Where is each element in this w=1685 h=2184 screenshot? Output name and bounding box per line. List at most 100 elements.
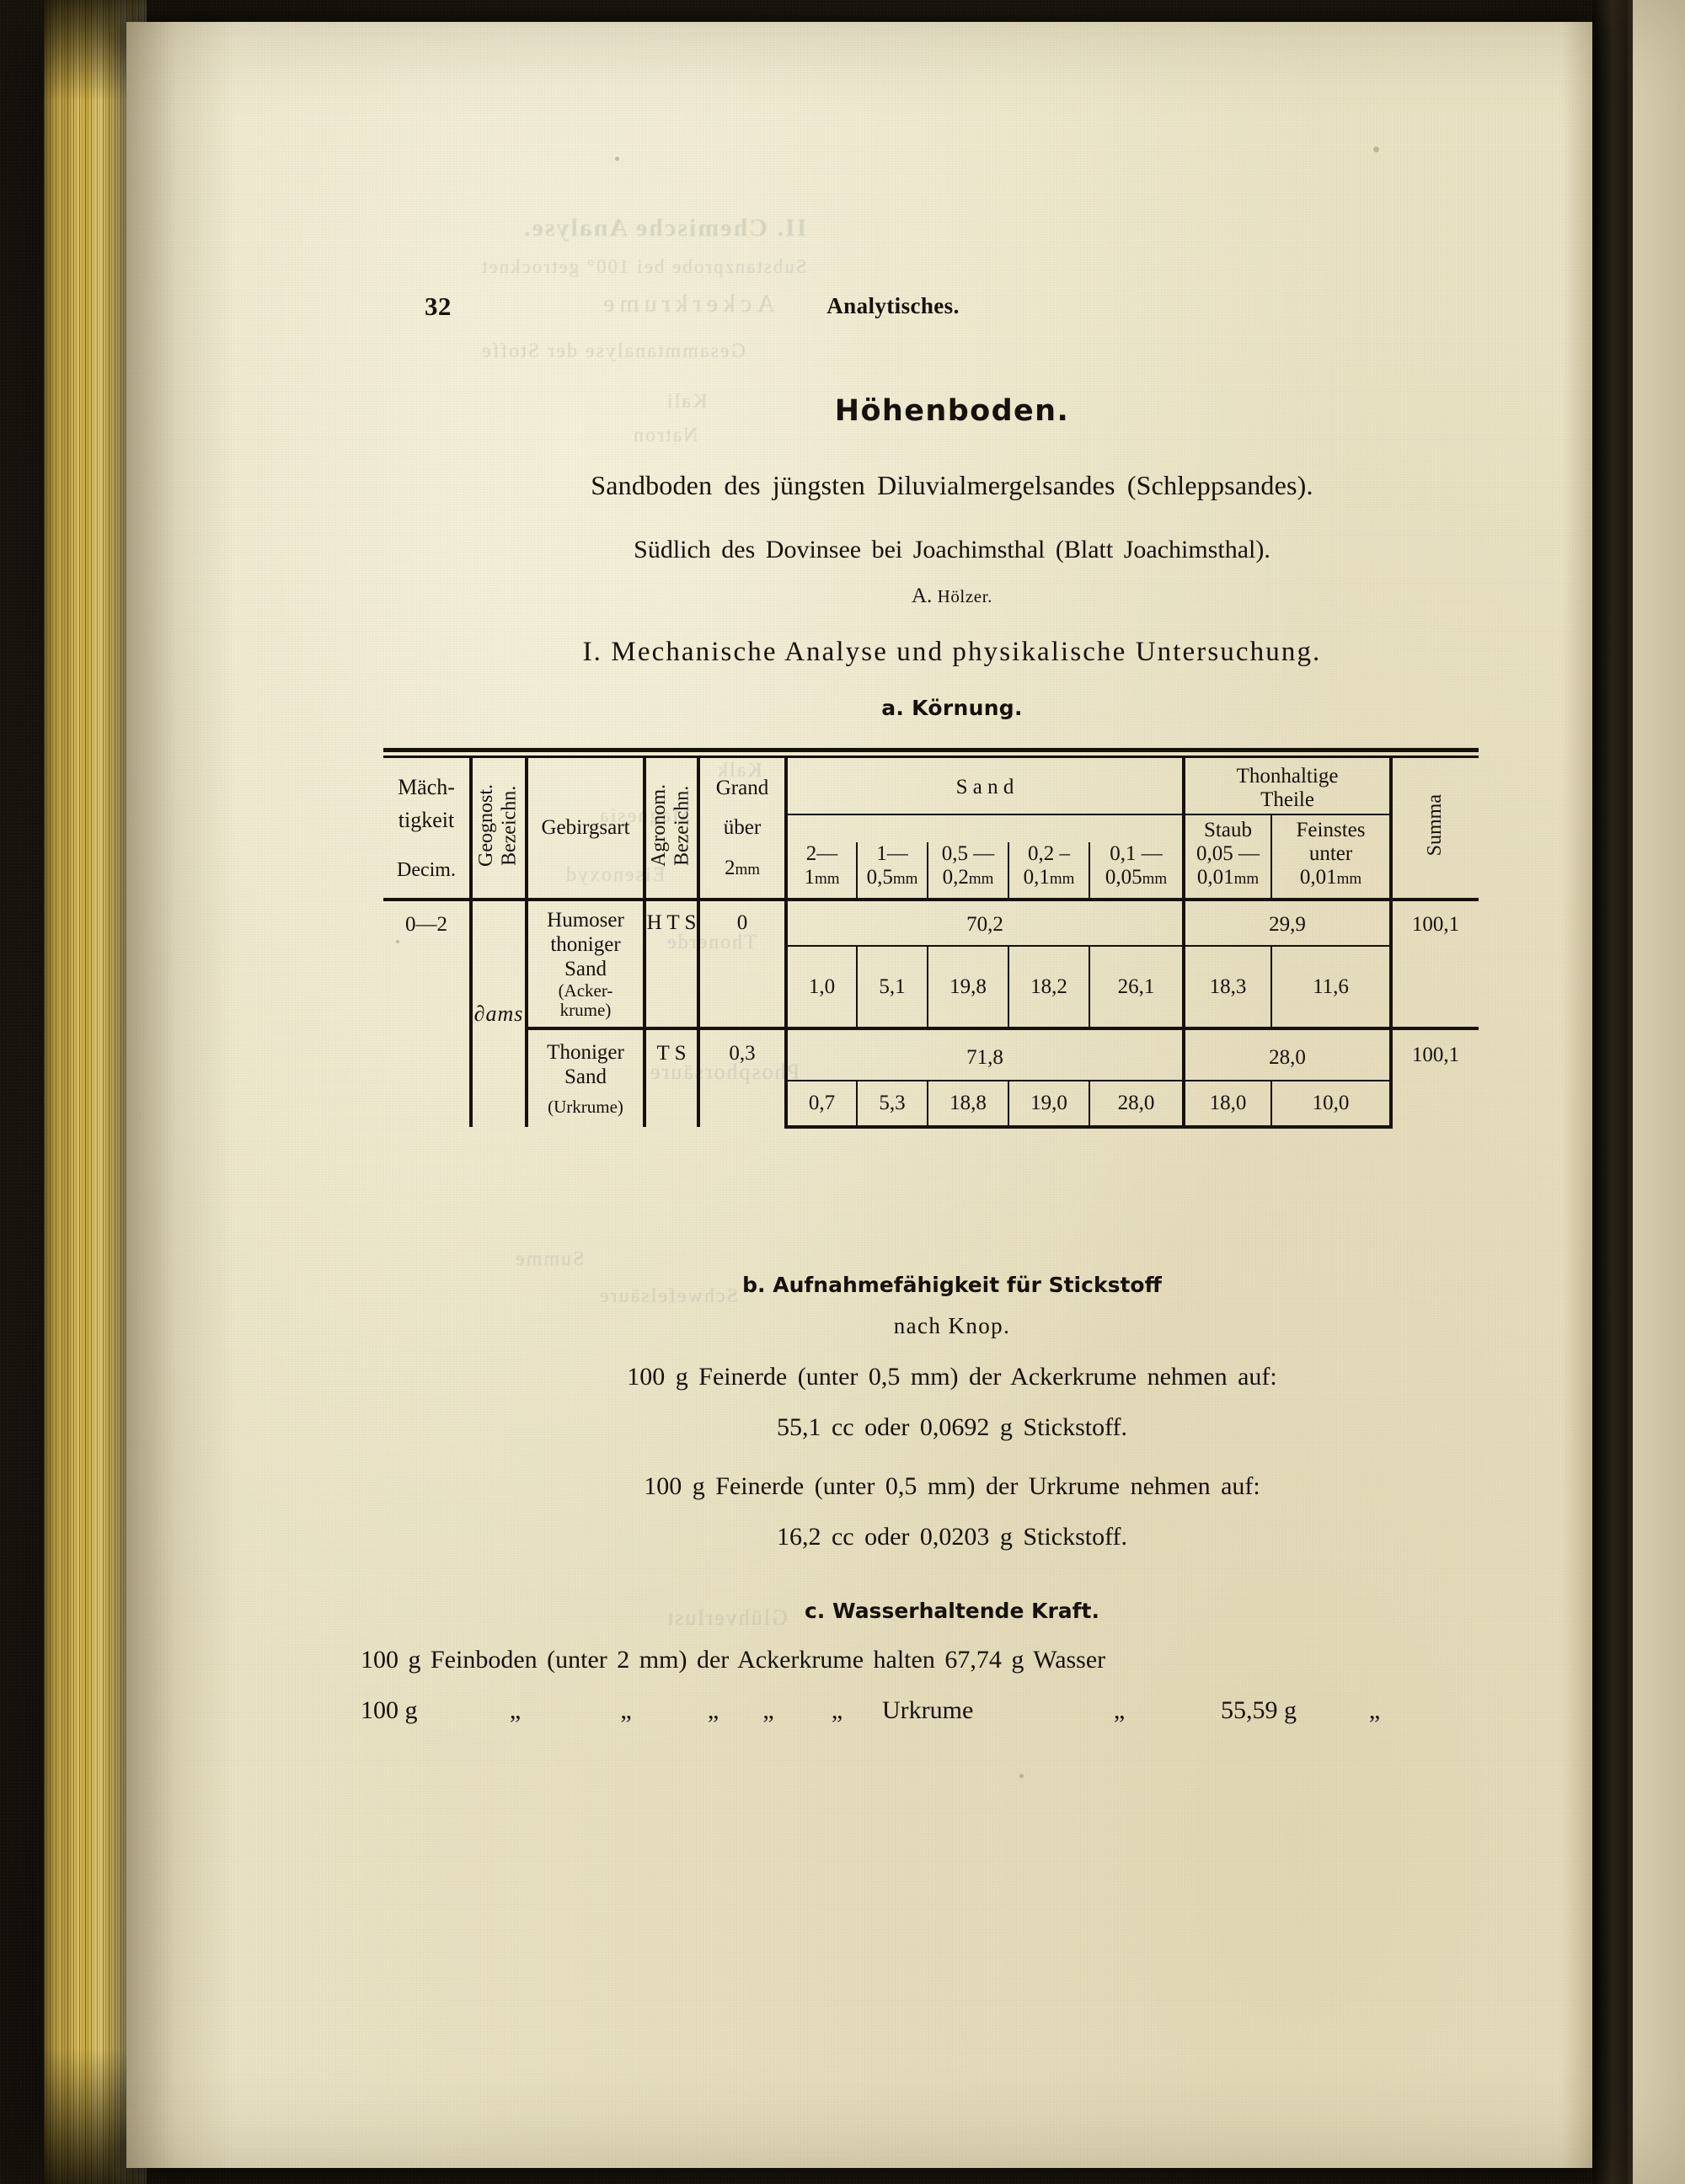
subsection-a-heading: a. Körnung.: [881, 696, 1023, 720]
printed-content: 32 Analytisches. Höhenboden. Sandboden d…: [337, 22, 1567, 2168]
section-heading: I. Mechanische Analyse und physikalische…: [582, 637, 1322, 667]
row2-sand-5: 28,0: [1088, 1079, 1185, 1129]
row2-thon-total: 28,0: [1182, 1027, 1392, 1081]
row1-feinstes: 11,6: [1270, 944, 1392, 1029]
header-sand-range-2-top: 1—: [876, 842, 908, 865]
header-sand-range-3-bottom: 0,2mm: [930, 866, 1006, 889]
header-sand-range-4-bottom-unit: mm: [1049, 870, 1075, 888]
header-maechtigkeit-unit: Decim.: [397, 859, 456, 881]
header-sand-range-4-bottom: 0,1mm: [1011, 866, 1087, 889]
header-sand-range-1-bottom-unit: mm: [814, 870, 840, 888]
water-line-2-ditto-1: „: [509, 1696, 522, 1724]
nitrogen-line-4: 16,2 cc oder 0,0203 g Stickstoff.: [776, 1523, 1128, 1551]
subsection-b-subheading: nach Knop.: [893, 1313, 1011, 1338]
row2-summa: 100,1: [1389, 1027, 1479, 1128]
row1-gebirgsart-line2: thoniger: [550, 933, 621, 956]
header-agronom-line1: Agronom.: [648, 783, 671, 867]
header-agronom-rotated: Agronom. Bezeichn.: [648, 784, 694, 867]
water-line-2-value: 55,59 g: [1221, 1696, 1297, 1724]
water-line-1: 100 g Feinboden (unter 2 mm) der Ackerkr…: [361, 1646, 1106, 1674]
row1-summa: 100,1: [1389, 897, 1479, 1029]
header-maechtigkeit: Mäch- tigkeit Decim.: [383, 758, 471, 900]
author-initial: A.: [912, 585, 933, 607]
table-top-rule-2: [383, 756, 1479, 758]
header-geognost: Geognost. Bezeichn.: [469, 758, 527, 900]
header-summa-rotated: Summa: [1424, 793, 1447, 857]
page-title: Höhenboden.: [834, 394, 1070, 428]
header-geognost-line2: Bezeichn.: [499, 784, 521, 866]
row2-gebirgsart-line1: Thoniger: [547, 1041, 624, 1065]
header-summa: Summa: [1389, 758, 1479, 900]
page-number: 32: [425, 291, 452, 321]
row1-sand-1: 1,0: [784, 944, 857, 1029]
header-geognost-line1: Geognost.: [475, 783, 498, 867]
header-grand-label: Grand: [715, 776, 769, 799]
row-geognost-value: ∂ams: [473, 1001, 524, 1027]
paper-speck: [615, 157, 619, 161]
row2-agronom: T S: [643, 1027, 698, 1128]
page-leaf: II. Chemische Analyse. Substanzprobe bei…: [126, 22, 1592, 2168]
row2-staub: 18,0: [1182, 1079, 1272, 1129]
geognost-value-cell: ∂ams: [469, 897, 527, 1128]
table-row-detail: 1,0 5,1 19,8 18,2 26,1 18,3 11,6: [383, 944, 1479, 1029]
row2-gebirgsart-paren1: (Urkrume): [548, 1097, 623, 1118]
water-line-2-ditto-5: „: [831, 1696, 843, 1724]
table-header-row-2: Staub Feinstes: [383, 814, 1479, 842]
table-row: 0—2 ∂ams Humoser thoniger Sand (Acker- k…: [383, 897, 1479, 1128]
header-sand-range-1-bottom-value: 1: [804, 866, 815, 889]
header-sand-range-1-bottom: 1mm: [789, 866, 854, 889]
header-grand-size: 2mm: [700, 848, 784, 889]
header-thonhaltige-line2: Theile: [1260, 788, 1314, 811]
page-gutter-shadow: [1592, 0, 1629, 2184]
row1-gebirgsart-paren2: krume): [559, 1000, 612, 1021]
running-head-title: Analytisches.: [826, 293, 960, 318]
header-feinstes-range-bottom-unit: mm: [1336, 870, 1362, 888]
row2-sand-total: 71,8: [784, 1027, 1185, 1081]
row1-gebirgsart-line1: Humoser: [547, 909, 624, 932]
header-feinstes-range-top: unter: [1308, 842, 1353, 865]
header-sand-range-3-bottom-value: 0,2: [942, 866, 969, 889]
header-sand-range-2-bottom: 0,5mm: [859, 866, 925, 889]
header-grand-size-unit: mm: [735, 860, 761, 878]
header-maechtigkeit-line2: tigkeit: [398, 808, 455, 832]
water-line-2-label: Urkrume: [882, 1696, 974, 1724]
sand-group-rule: [784, 814, 1185, 842]
row2-sand-1: 0,7: [784, 1079, 857, 1129]
row2-sand-2: 5,3: [856, 1079, 928, 1129]
row1-sand-3: 19,8: [927, 944, 1008, 1029]
header-agronom-line2: Bezeichn.: [671, 784, 693, 866]
row1-agronom: H T S: [643, 897, 698, 1029]
row1-sand-4: 18,2: [1008, 944, 1089, 1029]
header-grand: Grand über 2mm: [697, 758, 786, 900]
nitrogen-line-2: 55,1 cc oder 0,0692 g Stickstoff.: [776, 1413, 1128, 1441]
header-geognost-rotated: Geognost. Bezeichn.: [475, 784, 522, 867]
header-sand-range-5-top: 0,1 —: [1110, 842, 1163, 865]
header-sand-range-4-top: 0,2 –: [1028, 842, 1070, 865]
table-top-rule: [383, 748, 1479, 752]
header-staub-label: Staub: [1182, 814, 1272, 842]
water-line-2-amount: 100 g: [361, 1696, 418, 1724]
header-sand-range-5-bottom: 0,05mm: [1092, 866, 1180, 889]
header-sand-range-5-bottom-unit: mm: [1142, 870, 1168, 888]
water-line-2: 100 g „ „ „ „ „ Urkrume „ 55,59 g „: [361, 1696, 1549, 1725]
row1-sand-5: 26,1: [1088, 944, 1185, 1029]
header-sand-group: S a n d: [784, 758, 1185, 814]
water-line-2-ditto-6: „: [1113, 1696, 1126, 1724]
row-maechtigkeit-spacer: [383, 946, 471, 1127]
water-line-2-ditto-7: „: [1368, 1696, 1381, 1724]
header-sand-range-3: 0,5 — 0,2mm: [927, 842, 1008, 900]
header-staub-range-bottom-unit: mm: [1233, 870, 1260, 888]
adjacent-page: [1628, 0, 1685, 2184]
header-feinstes-range-bottom-value: 0,01: [1299, 866, 1337, 889]
water-line-2-ditto-2: „: [620, 1696, 632, 1724]
header-gebirgsart: Gebirgsart: [525, 758, 645, 900]
header-feinstes-range-bottom: 0,01mm: [1274, 866, 1388, 889]
water-line-2-ditto-3: „: [707, 1696, 719, 1724]
row2-gebirgsart: Thoniger Sand (Urkrume): [525, 1027, 645, 1128]
header-thonhaltige-line1: Thonhaltige: [1236, 765, 1339, 788]
subtitle-line-1: Sandboden des jüngsten Diluvialmergelsan…: [591, 470, 1313, 500]
paper-speck: [1373, 147, 1379, 152]
header-feinstes-range: unter 0,01mm: [1270, 842, 1392, 900]
row2-sand-3: 18,8: [927, 1079, 1008, 1129]
